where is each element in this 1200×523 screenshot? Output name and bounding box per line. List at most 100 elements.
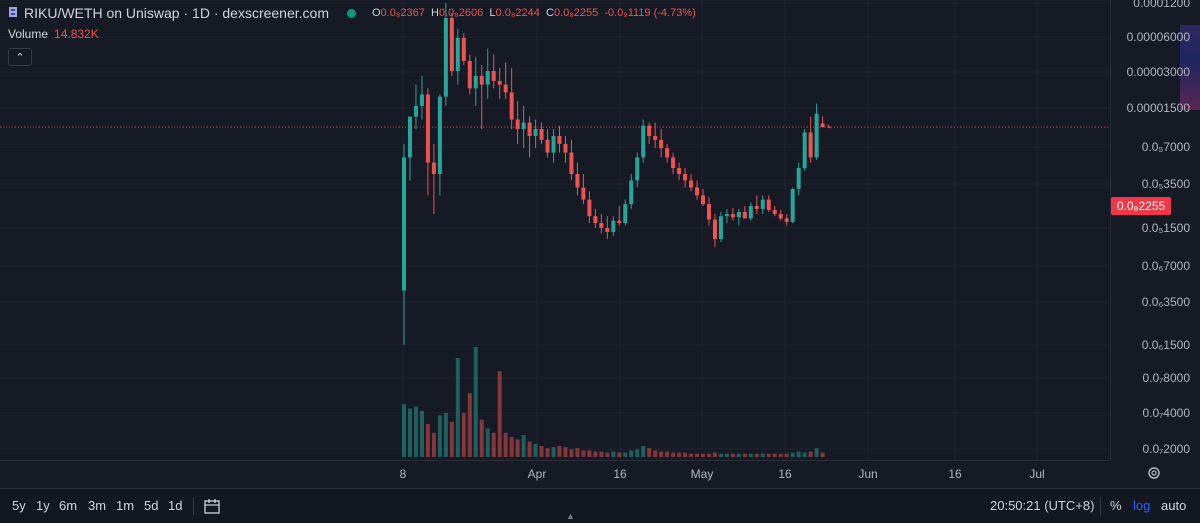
- candle-body: [497, 80, 502, 85]
- candle-body: [539, 128, 544, 140]
- candle-body: [479, 75, 484, 85]
- range-5d-button[interactable]: 5d: [144, 498, 159, 513]
- range-1y-button[interactable]: 1y: [36, 498, 50, 513]
- candle-body: [623, 204, 628, 224]
- candle-body: [599, 223, 604, 228]
- trade-marker: [827, 124, 832, 129]
- candle-body: [665, 148, 670, 158]
- price-axis-label: 0.0001200: [1133, 0, 1190, 10]
- price-change: -0.0₉1119 (-4.73%): [604, 7, 696, 19]
- volume-bar: [402, 404, 406, 457]
- volume-bar: [533, 443, 538, 457]
- bottom-toolbar: 5y 1y 6m 3m 1m 5d 1d 20:50:21 (UTC+8) % …: [0, 488, 1200, 523]
- volume-bar: [629, 450, 634, 457]
- candle-body: [515, 119, 520, 129]
- volume-bar: [802, 452, 807, 457]
- candle-body: [581, 187, 586, 200]
- range-1d-button[interactable]: 1d: [168, 498, 183, 513]
- candle-body: [647, 125, 652, 137]
- volume-bar: [521, 435, 526, 457]
- volume-bar: [730, 453, 735, 457]
- volume-bar: [443, 413, 448, 457]
- candle-body: [407, 116, 412, 158]
- candle-body: [760, 199, 765, 209]
- range-6m-button[interactable]: 6m: [59, 498, 78, 513]
- volume-bar: [665, 451, 670, 457]
- volume-bar: [748, 453, 753, 457]
- time-axis-label: Jun: [858, 467, 878, 481]
- collapse-legend-button[interactable]: ⌃: [8, 48, 32, 66]
- percent-toggle[interactable]: %: [1110, 498, 1122, 513]
- calendar-icon[interactable]: [203, 497, 221, 518]
- candle-body: [635, 157, 640, 181]
- price-axis-label: 0.0₇8000: [1142, 371, 1190, 385]
- auto-toggle[interactable]: auto: [1161, 498, 1187, 513]
- time-axis-label: 16: [613, 467, 627, 481]
- time-axis-label: Jul: [1029, 467, 1045, 481]
- candle-body: [754, 205, 759, 209]
- volume-bar: [718, 453, 723, 457]
- chart-area[interactable]: [0, 0, 1110, 460]
- candle-body: [413, 105, 418, 117]
- volume-bar: [509, 437, 514, 457]
- volume-bar: [742, 453, 747, 457]
- volume-bar: [653, 450, 658, 457]
- candle-body: [467, 60, 472, 89]
- current-price-label: 0.0₈2255: [1111, 197, 1171, 215]
- candle-body: [695, 187, 700, 196]
- time-axis-label: 16: [948, 467, 962, 481]
- range-3m-button[interactable]: 3m: [88, 498, 107, 513]
- volume-bar: [677, 452, 682, 457]
- range-1m-button[interactable]: 1m: [116, 498, 135, 513]
- time-axis-label: Apr: [527, 467, 547, 481]
- volume-bar: [814, 448, 819, 457]
- volume-bar: [473, 347, 478, 457]
- candle-body: [689, 180, 694, 188]
- volume-bar: [605, 452, 610, 457]
- candle-body: [659, 139, 664, 149]
- candle-body: [402, 157, 406, 291]
- candle-body: [533, 128, 538, 137]
- toolbar-divider: [193, 497, 194, 515]
- volume-bar: [497, 371, 502, 457]
- volume-bar: [437, 415, 442, 457]
- log-toggle[interactable]: log: [1133, 498, 1151, 513]
- volume-bar: [491, 432, 496, 457]
- volume-bar: [563, 447, 568, 457]
- settings-icon[interactable]: [1147, 466, 1161, 485]
- candle-body: [449, 18, 454, 72]
- chart-title: RIKU/WETH on Uniswap · 1D · dexscreener.…: [24, 5, 329, 21]
- candle-body: [814, 113, 819, 158]
- volume-bar: [425, 424, 430, 457]
- clock-display[interactable]: 20:50:21 (UTC+8): [990, 498, 1095, 513]
- volume-bar: [581, 450, 586, 457]
- candle-body: [772, 209, 777, 215]
- volume-bar: [551, 447, 556, 457]
- time-axis-label: May: [690, 467, 714, 481]
- volume-bar: [419, 410, 424, 457]
- volume-bar: [778, 453, 783, 457]
- volume-bar: [790, 452, 795, 457]
- candle-body: [491, 71, 496, 81]
- candle-body: [557, 136, 562, 144]
- volume-bar: [461, 413, 466, 457]
- price-axis-label: 0.00003000: [1126, 65, 1190, 79]
- expand-panel-icon[interactable]: ▲: [566, 511, 575, 521]
- candle-body: [611, 220, 616, 232]
- volume-bar: [766, 453, 771, 457]
- candle-body: [712, 219, 717, 240]
- volume-bar: [569, 449, 574, 457]
- volume-bar: [413, 406, 418, 457]
- time-axis[interactable]: 8 Apr 16 May 16 Jun 16 Jul: [0, 460, 1110, 488]
- range-5y-button[interactable]: 5y: [12, 498, 26, 513]
- candle-body: [419, 94, 424, 106]
- volume-bar: [712, 452, 717, 457]
- price-axis-label: 0.0₅7000: [1141, 140, 1190, 154]
- price-axis[interactable]: 0.0001200 0.00006000 0.00003000 0.00001500 0…: [1110, 0, 1200, 460]
- candle-body: [701, 195, 705, 205]
- candle-body: [473, 75, 478, 89]
- volume-bar: [695, 453, 700, 457]
- candle-body: [485, 71, 490, 85]
- volume-bar: [455, 358, 460, 457]
- volume-bar: [623, 452, 628, 457]
